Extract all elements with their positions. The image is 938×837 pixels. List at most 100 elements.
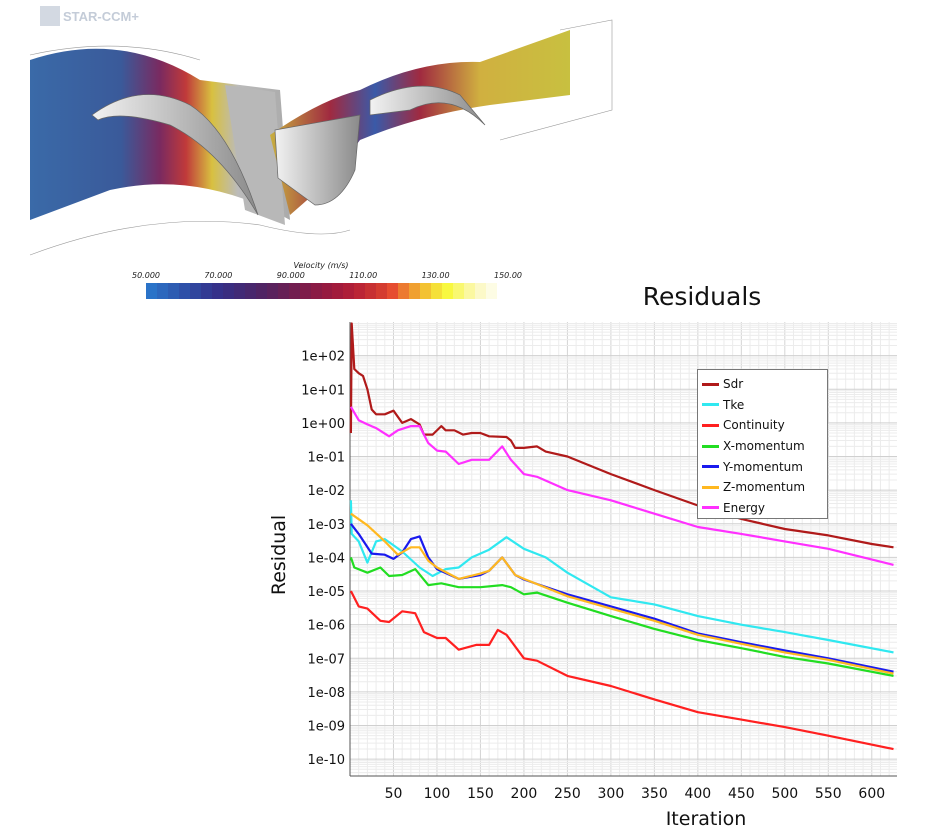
y-tick-label: 1e+00 xyxy=(301,417,345,432)
legend-swatch xyxy=(702,506,719,510)
colorbar-segment xyxy=(244,283,256,299)
colorbar-segment xyxy=(442,283,454,299)
colorbar-segment xyxy=(299,283,311,299)
x-tick-label: 550 xyxy=(815,786,842,802)
colorbar-segment xyxy=(332,283,344,299)
colorbar-tick-label: 150.00 xyxy=(494,271,522,280)
series-line-z-momentum xyxy=(350,512,894,675)
chart-title: Residuals xyxy=(642,282,762,311)
colorbar-segment xyxy=(156,283,168,299)
x-tick-label: 200 xyxy=(511,786,538,802)
legend-swatch xyxy=(702,485,719,489)
flow-field-outlet xyxy=(270,30,570,215)
colorbar-segment xyxy=(310,283,322,299)
series-line-tke xyxy=(349,500,894,654)
mesh-interface xyxy=(225,85,285,225)
legend-swatch xyxy=(702,465,719,469)
colorbar-segment xyxy=(321,283,333,299)
legend-item: Sdr xyxy=(702,374,827,395)
colorbar-segment xyxy=(398,283,410,299)
legend-label: Continuity xyxy=(723,418,785,433)
colorbar-tick-label: 70.000 xyxy=(204,271,233,280)
colorbar-segment xyxy=(233,283,245,299)
x-tick-label: 50 xyxy=(385,786,403,802)
colorbar-segment xyxy=(497,283,508,299)
legend-swatch xyxy=(702,382,719,386)
colorbar-segment xyxy=(343,283,355,299)
colorbar-segment xyxy=(376,283,388,299)
colorbar-segment xyxy=(189,283,201,299)
y-tick-label: 1e-10 xyxy=(307,753,345,768)
colorbar-segment xyxy=(475,283,487,299)
second-stage-blade xyxy=(369,85,486,126)
series-line-sdr xyxy=(349,322,894,549)
star-ccm-logo: STAR-CCM+ xyxy=(40,6,139,26)
y-tick-label: 1e-01 xyxy=(307,451,345,466)
y-tick-label: 1e-07 xyxy=(307,652,345,667)
legend-label: Tke xyxy=(723,397,745,412)
x-tick-label: 500 xyxy=(771,786,798,802)
colorbar-segment xyxy=(200,283,212,299)
legend-label: Sdr xyxy=(723,377,744,392)
y-tick-label: 1e+02 xyxy=(301,350,345,365)
legend-swatch xyxy=(702,403,719,407)
colorbar-tick-label: 110.00 xyxy=(349,271,378,280)
x-tick-label: 300 xyxy=(598,786,625,802)
turbine-velocity-visualization xyxy=(29,19,613,256)
y-tick-label: 1e+01 xyxy=(301,383,345,398)
colorbar-segment xyxy=(387,283,399,299)
colorbar-segment xyxy=(266,283,278,299)
legend-item: Energy xyxy=(702,498,827,519)
x-tick-label: 400 xyxy=(684,786,711,802)
legend-item: Z-momentum xyxy=(702,477,827,498)
legend-label: X-momentum xyxy=(723,439,805,454)
series-line-energy xyxy=(349,406,894,566)
legend: Sdr Tke Continuity X-momentum Y-momentum Z-mo… xyxy=(697,369,828,519)
colorbar-segment xyxy=(420,283,432,299)
y-tick-label: 1e-08 xyxy=(307,686,345,701)
legend-label: Z-momentum xyxy=(723,480,806,495)
rotor-blade xyxy=(274,114,361,206)
colorbar-tick-label: 50.000 xyxy=(132,271,160,280)
legend-label: Energy xyxy=(723,500,766,515)
legend-item: X-momentum xyxy=(702,436,827,457)
colorbar-segment xyxy=(486,283,497,299)
logo-icon xyxy=(40,6,60,26)
colorbar-title: Velocity (m/s) xyxy=(293,261,349,270)
series-line-x-momentum xyxy=(349,557,894,677)
legend-item: Y-momentum xyxy=(702,456,827,477)
colorbar-segment xyxy=(288,283,300,299)
y-tick-label: 1e-04 xyxy=(307,551,345,566)
y-tick-label: 1e-03 xyxy=(307,518,345,533)
domain-outline xyxy=(29,19,613,256)
y-tick-label: 1e-06 xyxy=(307,619,345,634)
stator-blade xyxy=(91,94,259,216)
legend-item: Continuity xyxy=(702,415,827,436)
colorbar-segment xyxy=(167,283,179,299)
y-tick-label: 1e-09 xyxy=(307,720,345,735)
x-tick-label: 600 xyxy=(858,786,885,802)
colorbar-segment xyxy=(365,283,377,299)
legend-swatch xyxy=(702,423,719,427)
y-tick-label: 1e-05 xyxy=(307,585,345,600)
x-tick-label: 150 xyxy=(467,786,494,802)
colorbar-segment xyxy=(146,283,157,299)
colorbar-segment xyxy=(255,283,267,299)
x-tick-label: 100 xyxy=(424,786,451,802)
x-tick-label: 450 xyxy=(728,786,755,802)
legend-label: Y-momentum xyxy=(723,459,803,474)
colorbar-segment xyxy=(211,283,223,299)
series-line-continuity xyxy=(349,590,894,751)
colorbar-segment xyxy=(453,283,465,299)
colorbar-segment xyxy=(431,283,443,299)
colorbar-segment xyxy=(409,283,421,299)
legend-swatch xyxy=(702,444,719,448)
colorbar-segment xyxy=(277,283,289,299)
flow-field-inlet xyxy=(30,48,290,220)
colorbar-segment xyxy=(222,283,234,299)
colorbar-segment xyxy=(178,283,190,299)
y-tick-label: 1e-02 xyxy=(307,484,345,499)
logo-text: STAR-CCM+ xyxy=(63,8,139,24)
colorbar-tick-label: 130.00 xyxy=(421,271,450,280)
x-tick-label: 350 xyxy=(641,786,668,802)
